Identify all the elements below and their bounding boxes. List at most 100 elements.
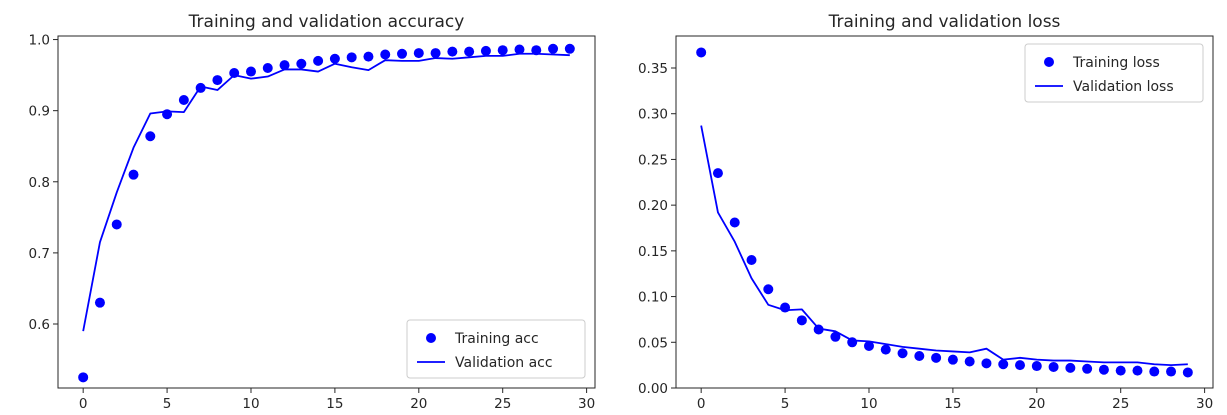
data-point: [981, 358, 992, 369]
y-tick-label: 0.30: [638, 107, 668, 123]
chart-title: Training and validation accuracy: [188, 12, 465, 32]
data-point: [279, 60, 290, 71]
legend-label: Validation acc: [455, 355, 553, 371]
x-tick-label: 15: [326, 396, 343, 412]
data-point: [564, 43, 575, 54]
x-tick-label: 5: [781, 396, 790, 412]
legend-dot-swatch: [426, 333, 436, 343]
data-point: [329, 53, 340, 64]
x-tick-label: 10: [242, 396, 259, 412]
data-point: [1082, 363, 1093, 374]
x-tick-label: 15: [944, 396, 961, 412]
data-point: [262, 63, 273, 73]
data-point: [94, 297, 105, 308]
data-point: [1048, 361, 1059, 372]
data-point: [1132, 365, 1143, 376]
x-tick-label: 25: [494, 396, 511, 412]
series-line-1: [700, 125, 1188, 367]
data-point: [947, 354, 958, 365]
data-point: [128, 169, 139, 180]
data-point: [380, 49, 391, 60]
legend-label: Training acc: [454, 331, 539, 347]
x-tick-label: 25: [1112, 396, 1129, 412]
data-point: [696, 47, 707, 58]
accuracy-chart: Training and validation accuracy 0 5 10 15 20…: [29, 12, 596, 412]
data-point: [430, 48, 441, 59]
data-point: [397, 48, 408, 59]
data-point: [413, 48, 424, 59]
data-point: [1166, 366, 1177, 377]
data-point: [447, 46, 458, 57]
x-tick-label: 5: [163, 396, 172, 412]
data-point: [1031, 361, 1042, 372]
chart-title: Training and validation loss: [828, 12, 1061, 32]
y-tick-label: 0.00: [638, 381, 668, 397]
y-tick-label: 0.9: [29, 104, 50, 120]
data-point: [1098, 364, 1109, 375]
data-point: [145, 131, 156, 142]
plot-frame: [675, 35, 1214, 389]
data-point: [313, 55, 324, 66]
y-tick-label: 0.8: [29, 175, 50, 191]
data-point: [880, 344, 891, 355]
loss-chart: Training and validation loss 0 5 10 15 20 25 30…: [638, 12, 1214, 412]
data-point: [998, 359, 1009, 370]
data-point: [1065, 362, 1076, 373]
plot-frame: [57, 35, 596, 389]
data-point: [78, 372, 89, 383]
data-point: [514, 44, 525, 55]
x-tick-label: 0: [697, 396, 706, 412]
data-point: [464, 46, 475, 57]
legend-box: [1024, 43, 1204, 103]
data-point: [897, 348, 908, 359]
data-point: [1115, 365, 1126, 376]
data-point: [212, 75, 223, 86]
y-tick-label: 0.35: [638, 61, 668, 77]
x-tick-label: 20: [1028, 396, 1045, 412]
data-point: [964, 356, 975, 367]
data-point: [1015, 360, 1026, 371]
data-point: [796, 315, 807, 326]
y-tick-label: 0.7: [29, 246, 50, 262]
y-tick-label: 0.20: [638, 198, 668, 214]
data-point: [863, 340, 874, 351]
data-point: [830, 331, 841, 342]
x-tick-label: 10: [860, 396, 877, 412]
x-tick-label: 30: [1196, 396, 1213, 412]
y-tick-label: 0.25: [638, 152, 668, 168]
legend: Training loss Validation loss: [1024, 43, 1204, 103]
data-point: [178, 95, 189, 105]
data-point: [111, 219, 122, 230]
x-tick-label: 30: [578, 396, 595, 412]
x-tick-label: 20: [410, 396, 427, 412]
data-point: [712, 168, 723, 179]
data-point: [548, 43, 559, 54]
x-tick-label: 0: [79, 396, 88, 412]
y-tick-label: 0.6: [29, 317, 50, 333]
legend-label: Validation loss: [1073, 79, 1174, 95]
legend-dot-swatch: [1044, 57, 1054, 67]
data-point: [763, 284, 774, 295]
data-point: [931, 352, 942, 363]
legend-label: Training loss: [1072, 55, 1160, 71]
y-tick-label: 0.15: [638, 244, 668, 260]
y-tick-label: 1.0: [29, 33, 50, 49]
data-point: [729, 217, 740, 228]
data-point: [296, 58, 307, 69]
data-point: [1182, 367, 1193, 378]
data-point: [363, 51, 374, 62]
data-point: [1149, 366, 1160, 377]
legend: Training acc Validation acc: [406, 319, 586, 379]
y-tick-label: 0.05: [638, 335, 668, 351]
data-point: [346, 52, 357, 63]
data-point: [245, 66, 256, 77]
data-point: [531, 45, 542, 56]
data-point: [497, 45, 508, 56]
legend-box: [406, 319, 586, 379]
data-point: [914, 351, 925, 361]
series-line-1: [82, 52, 570, 332]
data-point: [480, 45, 491, 56]
data-point: [746, 255, 757, 265]
y-tick-label: 0.10: [638, 290, 668, 306]
